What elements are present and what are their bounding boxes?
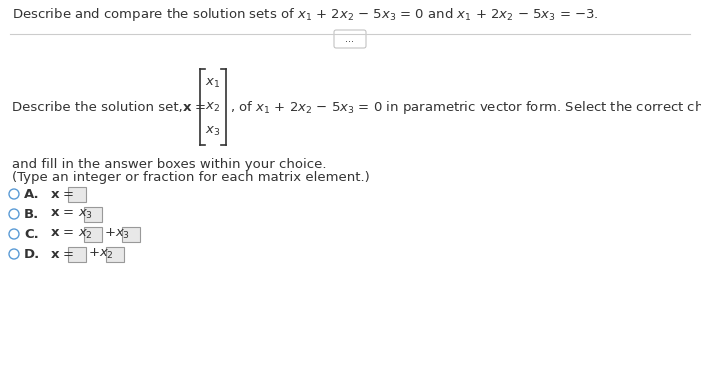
Text: $\mathbf{x}$ = $x_2$: $\mathbf{x}$ = $x_2$ bbox=[50, 228, 93, 240]
Text: Describe and compare the solution sets of $x_1$ + $2x_2$ − $5x_3$ = 0 and $x_1$ : Describe and compare the solution sets o… bbox=[12, 5, 599, 23]
Text: $x_3$: $x_3$ bbox=[205, 124, 221, 138]
Bar bbox=[84, 226, 102, 242]
Bar bbox=[84, 207, 102, 221]
Text: (Type an integer or fraction for each matrix element.): (Type an integer or fraction for each ma… bbox=[12, 170, 369, 184]
Text: Describe the solution set,: Describe the solution set, bbox=[12, 100, 191, 114]
Text: D.: D. bbox=[24, 247, 40, 261]
Bar bbox=[68, 186, 86, 202]
Text: $\mathbf{x}$ = $x_3$: $\mathbf{x}$ = $x_3$ bbox=[50, 207, 93, 221]
Text: and fill in the answer boxes within your choice.: and fill in the answer boxes within your… bbox=[12, 158, 327, 170]
Text: $\mathbf{x}$ =: $\mathbf{x}$ = bbox=[50, 187, 74, 200]
FancyBboxPatch shape bbox=[334, 30, 366, 48]
Text: $x_2$: $x_2$ bbox=[205, 100, 221, 114]
Text: $x_1$: $x_1$ bbox=[205, 77, 221, 89]
Text: $+ x_2$: $+ x_2$ bbox=[88, 247, 114, 261]
Text: $\mathbf{x}$ =: $\mathbf{x}$ = bbox=[50, 247, 74, 261]
Text: $\mathbf{x}$ =: $\mathbf{x}$ = bbox=[182, 100, 206, 114]
Bar bbox=[122, 226, 140, 242]
Text: ...: ... bbox=[346, 34, 355, 44]
Bar bbox=[68, 247, 86, 261]
Text: $+ x_3$: $+ x_3$ bbox=[104, 227, 130, 241]
Text: , of $x_1$ + $2x_2$ $-$ $5x_3$ = 0 in parametric vector form. Select the correct: , of $x_1$ + $2x_2$ $-$ $5x_3$ = 0 in pa… bbox=[230, 98, 701, 116]
Bar bbox=[106, 247, 124, 261]
Text: B.: B. bbox=[24, 207, 39, 221]
Text: A.: A. bbox=[24, 187, 40, 200]
Text: C.: C. bbox=[24, 228, 39, 240]
